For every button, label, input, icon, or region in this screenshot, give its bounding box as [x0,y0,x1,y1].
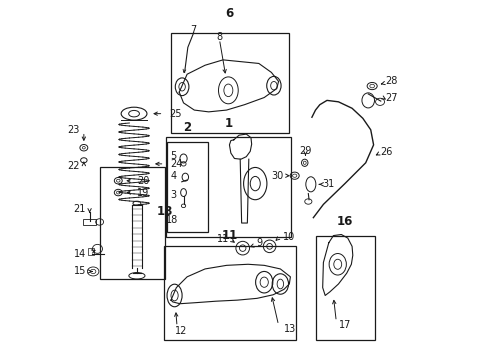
Text: 18: 18 [156,204,173,218]
Text: 1: 1 [224,117,232,130]
Text: 20: 20 [137,176,149,186]
Bar [83,220,96,225]
Text: 14: 14 [74,248,86,258]
Bar [100,167,164,279]
Text: 21: 21 [74,204,86,214]
Bar [171,33,289,134]
Text: 28: 28 [384,76,397,86]
Text: 31: 31 [322,179,334,189]
Text: 29: 29 [299,145,311,156]
Text: 6: 6 [225,8,233,21]
Text: 23: 23 [67,125,79,135]
Text: 16: 16 [336,215,352,228]
Text: 11: 11 [216,234,228,244]
Bar [316,235,375,339]
Text: 11: 11 [222,229,238,242]
Text: 7: 7 [190,25,196,35]
Text: 15: 15 [74,266,86,276]
Bar [165,137,290,237]
Text: 13: 13 [284,324,296,334]
Text: 5: 5 [170,150,176,161]
Bar [166,142,207,232]
Text: 25: 25 [169,109,182,119]
Text: 3: 3 [170,190,176,200]
Text: 18: 18 [165,215,178,225]
Text: 12: 12 [175,325,187,336]
Bar [88,248,94,255]
Bar [163,246,296,339]
Text: 22: 22 [67,161,79,171]
Text: 9: 9 [256,238,262,248]
Text: 4: 4 [170,171,176,181]
Text: 19: 19 [137,188,149,198]
Text: 26: 26 [379,147,392,157]
Text: 17: 17 [338,320,350,330]
Text: 24: 24 [169,159,182,169]
Text: 2: 2 [183,121,191,134]
Text: 30: 30 [271,171,284,181]
Text: 27: 27 [384,93,397,103]
Text: 10: 10 [283,232,295,242]
Text: 8: 8 [216,32,222,41]
